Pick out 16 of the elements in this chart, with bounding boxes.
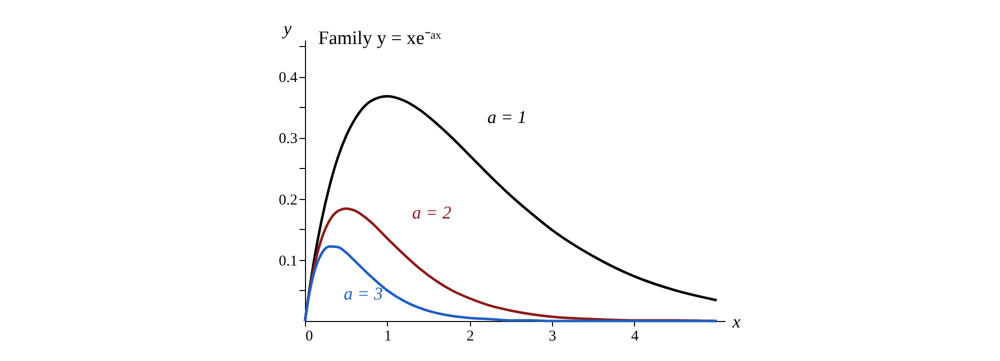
series-label: a = 1 xyxy=(487,107,527,128)
y-tick-label: 0.1 xyxy=(278,253,298,270)
series-label: a = 2 xyxy=(412,202,452,223)
line-series xyxy=(304,245,718,322)
y-tick-label: 0.4 xyxy=(278,70,298,86)
x-tick-label: 4 xyxy=(631,328,640,344)
x-tick-label: 3 xyxy=(548,328,556,344)
x-tick-label: 1 xyxy=(384,328,392,344)
x-tick-label: 0 xyxy=(306,328,313,344)
series-label: a = 3 xyxy=(344,283,383,304)
y-tick-label: 0.2 xyxy=(278,192,298,208)
y-axis-title: y xyxy=(282,18,292,38)
y-tick-label: 0.3 xyxy=(278,131,298,148)
chart-title: Family y = xe⁻ᵃˣ xyxy=(318,28,442,49)
x-axis-title: x xyxy=(732,312,740,332)
x-tick-label: 2 xyxy=(466,328,474,344)
